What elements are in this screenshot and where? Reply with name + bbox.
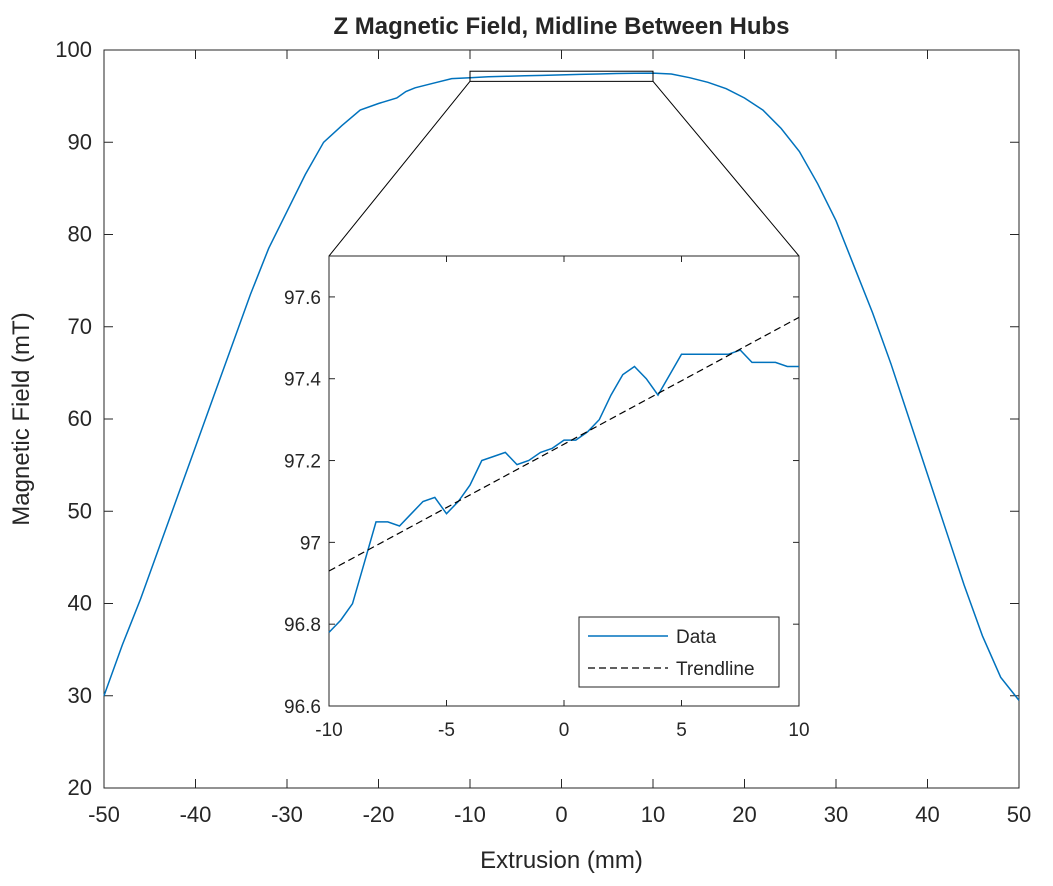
y-tick-label: 97.2 bbox=[284, 452, 321, 473]
y-tick-label: 70 bbox=[68, 314, 92, 339]
legend-box bbox=[578, 616, 780, 688]
y-tick-label: 100 bbox=[55, 37, 92, 62]
x-tick-label: 5 bbox=[676, 720, 687, 741]
y-tick-label: 90 bbox=[68, 129, 92, 154]
x-tick-label: -30 bbox=[271, 802, 303, 827]
x-tick-label: 50 bbox=[1007, 802, 1031, 827]
y-axis-label: Magnetic Field (mT) bbox=[8, 312, 35, 525]
main-plot: -50 -40 -30 -20 -10 0 10 20 30 40 50 2030405060708… bbox=[8, 13, 1031, 874]
x-tick-label: 20 bbox=[732, 802, 756, 827]
zoom-connector-line-left bbox=[328, 81, 471, 257]
y-tick-label: 96.6 bbox=[284, 697, 321, 718]
x-tick-label: 10 bbox=[641, 802, 665, 827]
main-x-ticks: -50 -40 -30 -20 -10 0 10 20 30 40 50 bbox=[88, 50, 1031, 827]
legend: Data Trendline bbox=[578, 616, 780, 688]
inset-y-ticks: 96.6 96.8 97 97.2 97.4 97.6 bbox=[284, 288, 799, 718]
x-tick-label: -10 bbox=[315, 720, 342, 741]
x-tick-label: 0 bbox=[555, 802, 567, 827]
x-tick-label: 10 bbox=[788, 720, 809, 741]
zoom-region-box bbox=[469, 70, 654, 82]
legend-trendline-label: Trendline bbox=[676, 659, 755, 680]
y-tick-label: 30 bbox=[68, 683, 92, 708]
x-tick-label: -5 bbox=[438, 720, 455, 741]
inset-plot: -10 -5 0 5 10 96.6 96.8 97 97.2 97.4 97.6 Data Tr… bbox=[284, 255, 810, 741]
x-tick-label: -40 bbox=[180, 802, 212, 827]
inset-x-ticks: -10 -5 0 5 10 bbox=[315, 256, 810, 741]
inset-trendline-series-line bbox=[328, 316, 800, 572]
x-axis-label: Extrusion (mm) bbox=[480, 847, 643, 874]
chart-title: Z Magnetic Field, Midline Between Hubs bbox=[333, 13, 789, 40]
zoom-indicator bbox=[328, 70, 800, 257]
x-tick-label: -50 bbox=[88, 802, 120, 827]
x-tick-label: 40 bbox=[915, 802, 939, 827]
y-tick-label: 97 bbox=[300, 533, 321, 554]
y-tick-label: 97.4 bbox=[284, 370, 321, 391]
x-tick-label: -20 bbox=[363, 802, 395, 827]
x-tick-label: -10 bbox=[454, 802, 486, 827]
y-tick-label: 96.8 bbox=[284, 615, 321, 636]
y-tick-label: 80 bbox=[68, 222, 92, 247]
y-tick-label: 20 bbox=[68, 775, 92, 800]
y-tick-label: 50 bbox=[68, 498, 92, 523]
x-tick-label: 0 bbox=[559, 720, 570, 741]
zoom-connector-line-right bbox=[652, 81, 800, 257]
y-tick-label: 97.6 bbox=[284, 288, 321, 309]
y-tick-label: 40 bbox=[68, 591, 92, 616]
legend-data-label: Data bbox=[676, 627, 717, 648]
main-data-series-line bbox=[103, 72, 1020, 701]
y-tick-label: 60 bbox=[68, 406, 92, 431]
x-tick-label: 30 bbox=[824, 802, 848, 827]
inset-data-series-line bbox=[328, 349, 799, 633]
